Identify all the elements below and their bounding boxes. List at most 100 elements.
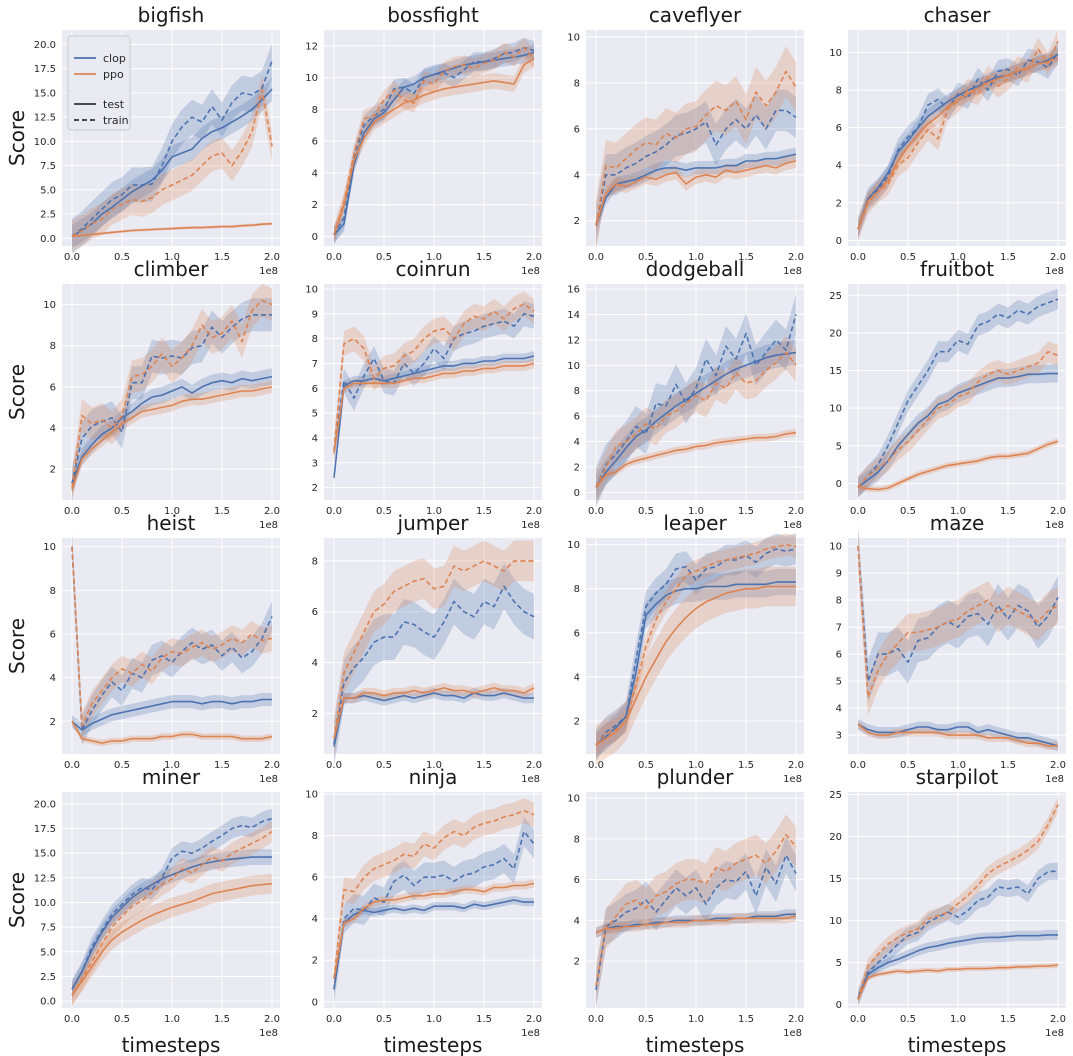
x-tick-label: 1.5 bbox=[738, 1014, 754, 1025]
line-ppo-train bbox=[857, 804, 1059, 1000]
panel-title: starpilot bbox=[916, 765, 999, 789]
band-clop-train bbox=[72, 43, 272, 254]
line-clop-train bbox=[71, 546, 273, 731]
y-tick-label: 0 bbox=[312, 997, 318, 1008]
line-clop-train bbox=[857, 298, 1059, 488]
y-tick-label: 8 bbox=[312, 334, 318, 345]
x-tick-label: 0.0 bbox=[850, 252, 866, 263]
line-clop-test bbox=[71, 698, 272, 731]
x-tick-label: 0.0 bbox=[64, 506, 80, 517]
line-ppo-test bbox=[595, 585, 796, 746]
x-tick-label: 0.5 bbox=[900, 1014, 916, 1025]
y-tick-label: 0 bbox=[836, 1000, 842, 1011]
y-tick-label: 6 bbox=[574, 124, 580, 135]
x-tick-label: 2.0 bbox=[526, 506, 542, 517]
line-clop-train bbox=[71, 817, 273, 990]
line-clop-train bbox=[595, 548, 797, 746]
y-tick-label: 7.5 bbox=[40, 923, 56, 934]
x-tick-label: 2.0 bbox=[526, 252, 542, 263]
band-clop-train bbox=[858, 862, 1058, 1007]
line-ppo-train bbox=[71, 299, 273, 488]
x-offset-label: 1e8 bbox=[521, 520, 540, 531]
y-tick-label: 6 bbox=[836, 123, 842, 134]
band-clop-train bbox=[596, 836, 796, 1008]
x-tick-label: 0.0 bbox=[64, 760, 80, 771]
y-axis-label: Score bbox=[5, 110, 29, 166]
x-tick-label: 2.0 bbox=[1050, 760, 1066, 771]
line-clop-test bbox=[71, 856, 272, 990]
line-clop-test bbox=[71, 88, 273, 237]
legend-label: ppo bbox=[103, 68, 124, 81]
x-offset-label: 1e8 bbox=[259, 266, 278, 277]
y-tick-label: 12 bbox=[567, 335, 580, 346]
line-clop-test bbox=[333, 692, 534, 747]
x-tick-label: 1.5 bbox=[1000, 1014, 1016, 1025]
y-tick-label: 10 bbox=[829, 542, 842, 553]
y-tick-label: 10 bbox=[567, 540, 580, 551]
y-tick-label: 10 bbox=[829, 404, 842, 415]
line-ppo-test bbox=[333, 362, 535, 453]
x-tick-label: 0.0 bbox=[588, 1014, 604, 1025]
line-clop-test bbox=[333, 355, 535, 478]
y-tick-label: 16 bbox=[567, 285, 580, 296]
line-clop-test bbox=[333, 899, 534, 990]
line-ppo-train bbox=[71, 830, 273, 996]
y-tick-label: 4 bbox=[574, 916, 580, 927]
y-tick-label: 10 bbox=[43, 300, 56, 311]
y-tick-label: 6 bbox=[50, 382, 56, 393]
x-offset-label: 1e8 bbox=[1045, 774, 1064, 785]
y-tick-label: 5 bbox=[836, 441, 842, 452]
y-tick-label: 0 bbox=[836, 236, 842, 247]
band-ppo-test bbox=[334, 50, 534, 243]
band-clop-test bbox=[858, 929, 1058, 1003]
band-ppo-train bbox=[334, 798, 534, 992]
x-tick-label: 1.5 bbox=[738, 252, 754, 263]
x-axis-label: timesteps bbox=[384, 1033, 483, 1056]
panel-plunder: 2 4 6 8 10 0.0 0.5 1.0 1.5 2.0 1e8 plunder bbox=[567, 765, 804, 1039]
y-tick-label: 17.5 bbox=[34, 64, 56, 75]
x-axis-label: timesteps bbox=[646, 1033, 745, 1056]
plot-background bbox=[324, 284, 542, 500]
line-ppo-test bbox=[71, 720, 273, 744]
x-tick-label: 0.5 bbox=[114, 760, 130, 771]
y-tick-label: 15 bbox=[829, 366, 842, 377]
x-tick-label: 1.0 bbox=[688, 1014, 704, 1025]
x-tick-label: 2.0 bbox=[788, 506, 804, 517]
y-tick-label: 2 bbox=[312, 709, 318, 720]
band-ppo-train bbox=[72, 533, 272, 739]
x-tick-label: 1.5 bbox=[214, 252, 230, 263]
x-axis-label: timesteps bbox=[908, 1033, 1007, 1056]
y-tick-label: 0.0 bbox=[40, 997, 56, 1008]
line-clop-train bbox=[595, 854, 797, 990]
panel-caveflyer: 2 4 6 8 10 0.0 0.5 1.0 1.5 2.0 1e8 caveflyer bbox=[567, 3, 804, 277]
band-clop-train bbox=[858, 288, 1058, 498]
panel-title: caveflyer bbox=[649, 3, 742, 27]
line-ppo-train bbox=[595, 543, 797, 746]
x-tick-label: 0.0 bbox=[326, 1014, 342, 1025]
x-tick-label: 1.0 bbox=[426, 252, 442, 263]
line-clop-train bbox=[333, 312, 535, 451]
x-tick-label: 0.5 bbox=[900, 506, 916, 517]
x-tick-label: 0.5 bbox=[114, 252, 130, 263]
y-tick-label: 5.0 bbox=[40, 947, 56, 958]
y-tick-label: 25 bbox=[829, 291, 842, 302]
band-ppo-test bbox=[72, 380, 272, 496]
panel-title: maze bbox=[930, 511, 985, 535]
x-tick-label: 0.0 bbox=[588, 760, 604, 771]
line-ppo-test bbox=[333, 687, 535, 739]
y-tick-label: 20.0 bbox=[34, 799, 56, 810]
y-tick-label: 8 bbox=[574, 834, 580, 845]
y-tick-label: 4 bbox=[836, 161, 842, 172]
line-ppo-test bbox=[595, 160, 797, 226]
x-offset-label: 1e8 bbox=[259, 1028, 278, 1039]
band-ppo-test bbox=[72, 718, 272, 747]
band-clop-train bbox=[72, 531, 272, 746]
line-ppo-train bbox=[333, 560, 534, 739]
x-offset-label: 1e8 bbox=[1045, 266, 1064, 277]
x-tick-label: 1.0 bbox=[688, 506, 704, 517]
band-clop-train bbox=[72, 298, 272, 500]
line-ppo-test bbox=[333, 57, 535, 236]
y-tick-label: 8 bbox=[312, 105, 318, 116]
x-offset-label: 1e8 bbox=[259, 774, 278, 785]
band-clop-test bbox=[858, 364, 1058, 497]
